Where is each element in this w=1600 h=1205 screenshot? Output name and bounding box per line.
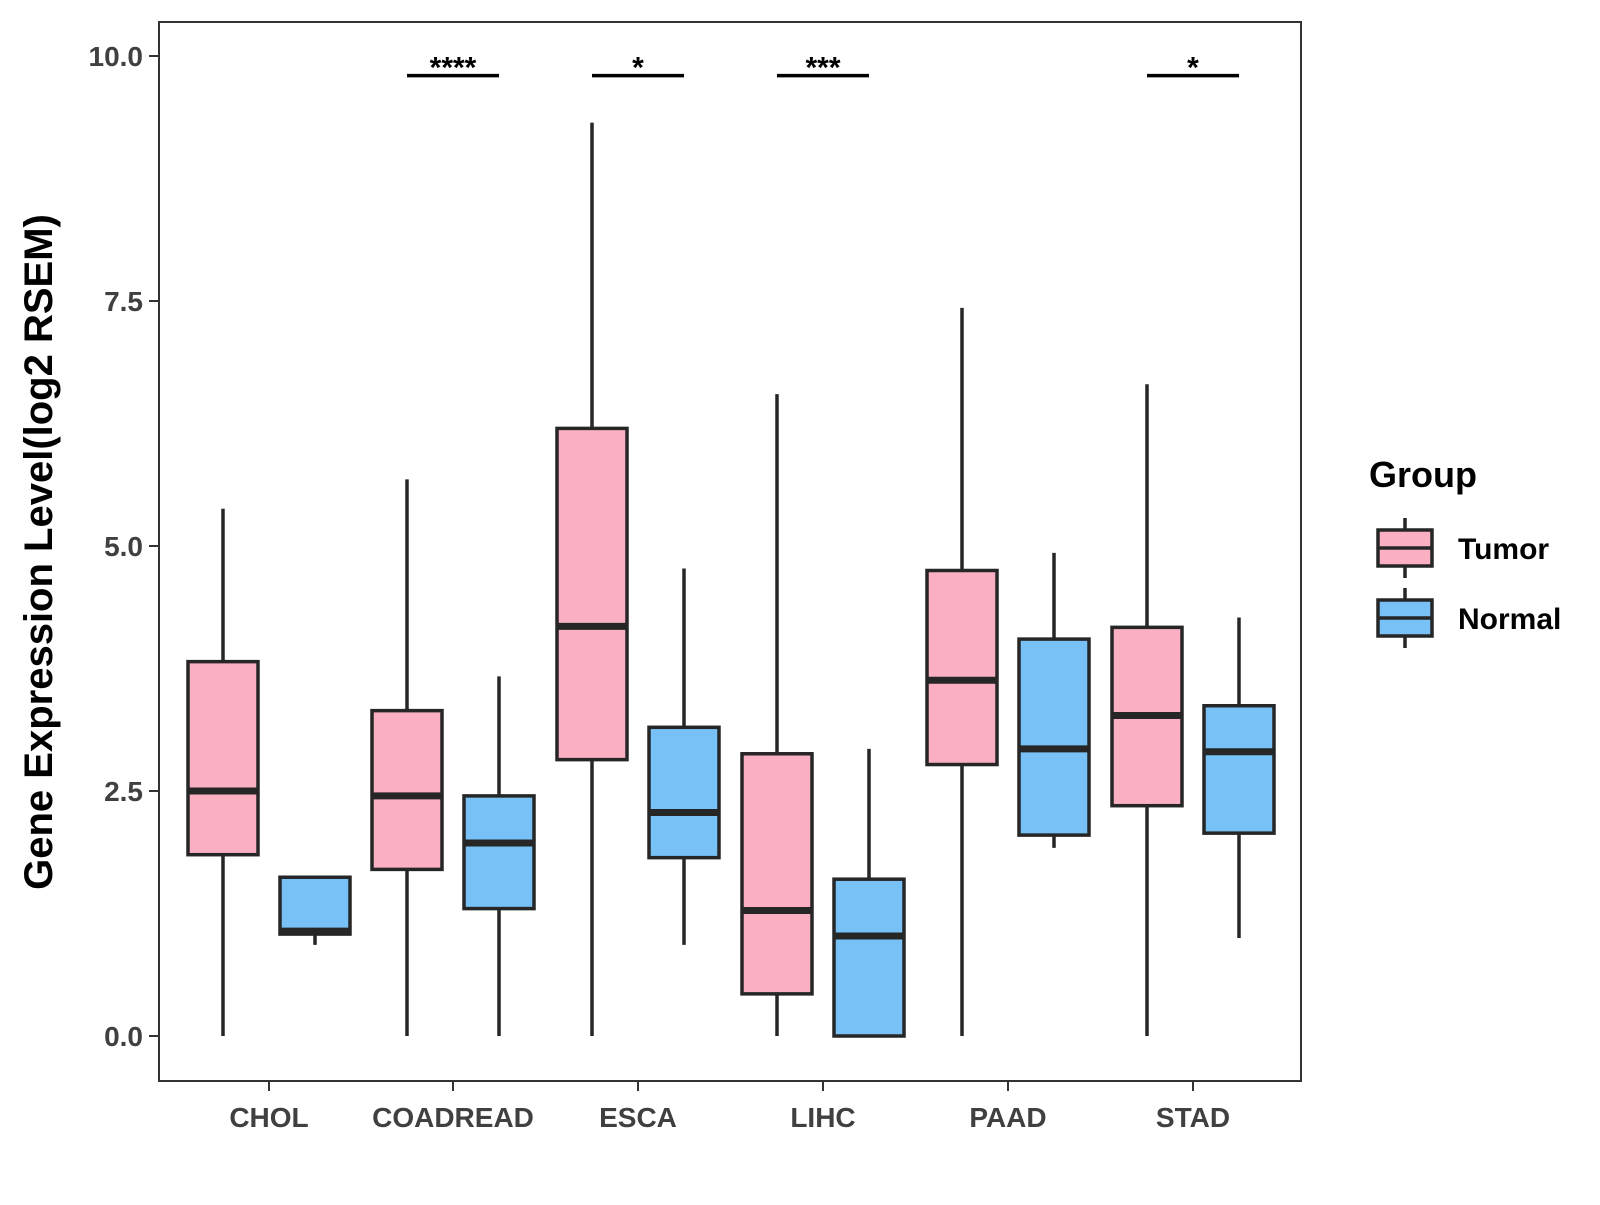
normal-chol-box <box>278 875 352 936</box>
significance-label-stad: * <box>1187 52 1199 85</box>
tumor-paad-box <box>925 568 999 767</box>
normal-lihc-box <box>832 877 906 1038</box>
legend-title: Group <box>1369 454 1477 495</box>
normal-coadread-box <box>462 794 536 911</box>
significance-label-esca: * <box>632 52 644 85</box>
y-tick-label: 0.0 <box>104 1021 143 1052</box>
tumor-lihc-box <box>740 752 814 996</box>
plot-panel-border <box>158 21 1302 1082</box>
legend-label-normal: Normal <box>1458 603 1561 636</box>
y-tick-label: 7.5 <box>104 286 143 317</box>
box-groups <box>186 122 1276 1038</box>
tumor-coadread-box <box>370 708 444 872</box>
significance-label-coadread: **** <box>430 52 477 85</box>
normal-esca-box <box>647 725 721 860</box>
tumor-chol-box <box>186 659 260 857</box>
y-axis: 0.0 2.5 5.0 7.5 10.0 <box>89 41 159 1052</box>
y-tick-label: 5.0 <box>104 531 143 562</box>
x-tick-label: STAD <box>1156 1102 1230 1133</box>
significance-annotations: **** * *** * <box>407 52 1239 85</box>
y-axis-title: Gene Expression Level(log2 RSEM) <box>17 214 61 890</box>
box-group-paad <box>925 307 1091 1036</box>
y-tick-label: 10.0 <box>89 41 144 72</box>
legend-label-tumor: Tumor <box>1458 533 1549 566</box>
box-group-lihc <box>740 394 906 1038</box>
legend-key-normal <box>1376 588 1434 648</box>
legend-key-tumor <box>1376 518 1434 578</box>
x-axis: CHOL COADREAD ESCA LIHC PAAD STAD <box>229 1081 1230 1133</box>
legend: Group Tumor Normal <box>1369 454 1561 648</box>
x-tick-label: LIHC <box>790 1102 855 1133</box>
x-tick-label: CHOL <box>229 1102 308 1133</box>
box-group-chol <box>186 508 352 1036</box>
x-tick-label: PAAD <box>969 1102 1046 1133</box>
x-tick-label: COADREAD <box>372 1102 534 1133</box>
y-tick-label: 2.5 <box>104 776 143 807</box>
x-tick-label: ESCA <box>599 1102 677 1133</box>
normal-paad-box <box>1017 637 1091 837</box>
significance-label-lihc: *** <box>805 52 840 85</box>
box-group-stad <box>1110 384 1276 1036</box>
box-group-coadread <box>370 479 536 1036</box>
tumor-esca-box <box>555 426 629 762</box>
normal-stad-box <box>1202 703 1276 835</box>
box-group-esca <box>555 122 721 1036</box>
